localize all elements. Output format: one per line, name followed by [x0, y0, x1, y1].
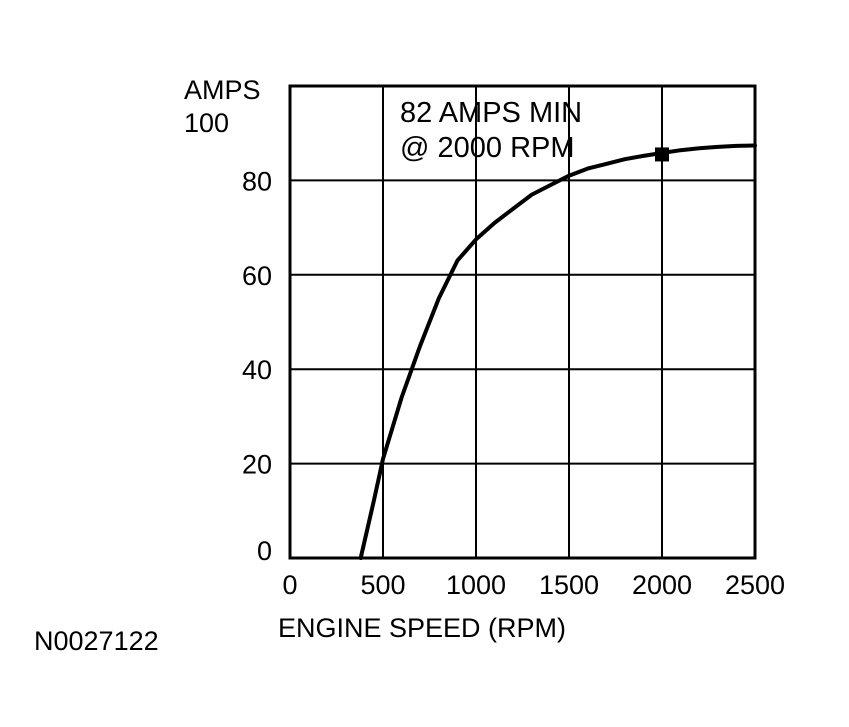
- x-tick-label-0: 0: [282, 570, 297, 600]
- annotation-line-2: @ 2000 RPM: [400, 132, 575, 164]
- y-tick-label-80: 80: [242, 166, 272, 196]
- plot-frame: [288, 84, 757, 560]
- x-tick-label-1000: 1000: [446, 570, 506, 600]
- y-tick-label-100: 100: [184, 108, 229, 138]
- output-curve: [358, 143, 757, 560]
- x-tick-label-2000: 2000: [632, 570, 692, 600]
- x-tick-label-2500: 2500: [725, 570, 785, 600]
- x-axis-label: ENGINE SPEED (RPM): [278, 613, 566, 643]
- markers: [655, 147, 669, 162]
- data-marker-0: [655, 147, 669, 162]
- y-tick-label-20: 20: [242, 450, 272, 480]
- y-axis-label: AMPS: [184, 75, 261, 105]
- annotation-line-1: 82 AMPS MIN: [400, 97, 582, 129]
- x-tick-label-500: 500: [360, 570, 405, 600]
- grid-lines: [290, 86, 755, 558]
- y-tick-labels: 0 20 40 60 80 100: [184, 108, 272, 566]
- y-tick-label-60: 60: [242, 261, 272, 291]
- x-tick-label-1500: 1500: [539, 570, 599, 600]
- x-tick-labels: 0 500 1000 1500 2000 2500: [282, 570, 785, 600]
- y-tick-label-0: 0: [257, 536, 272, 566]
- y-tick-label-40: 40: [242, 355, 272, 385]
- figure-id: N0027122: [34, 626, 159, 656]
